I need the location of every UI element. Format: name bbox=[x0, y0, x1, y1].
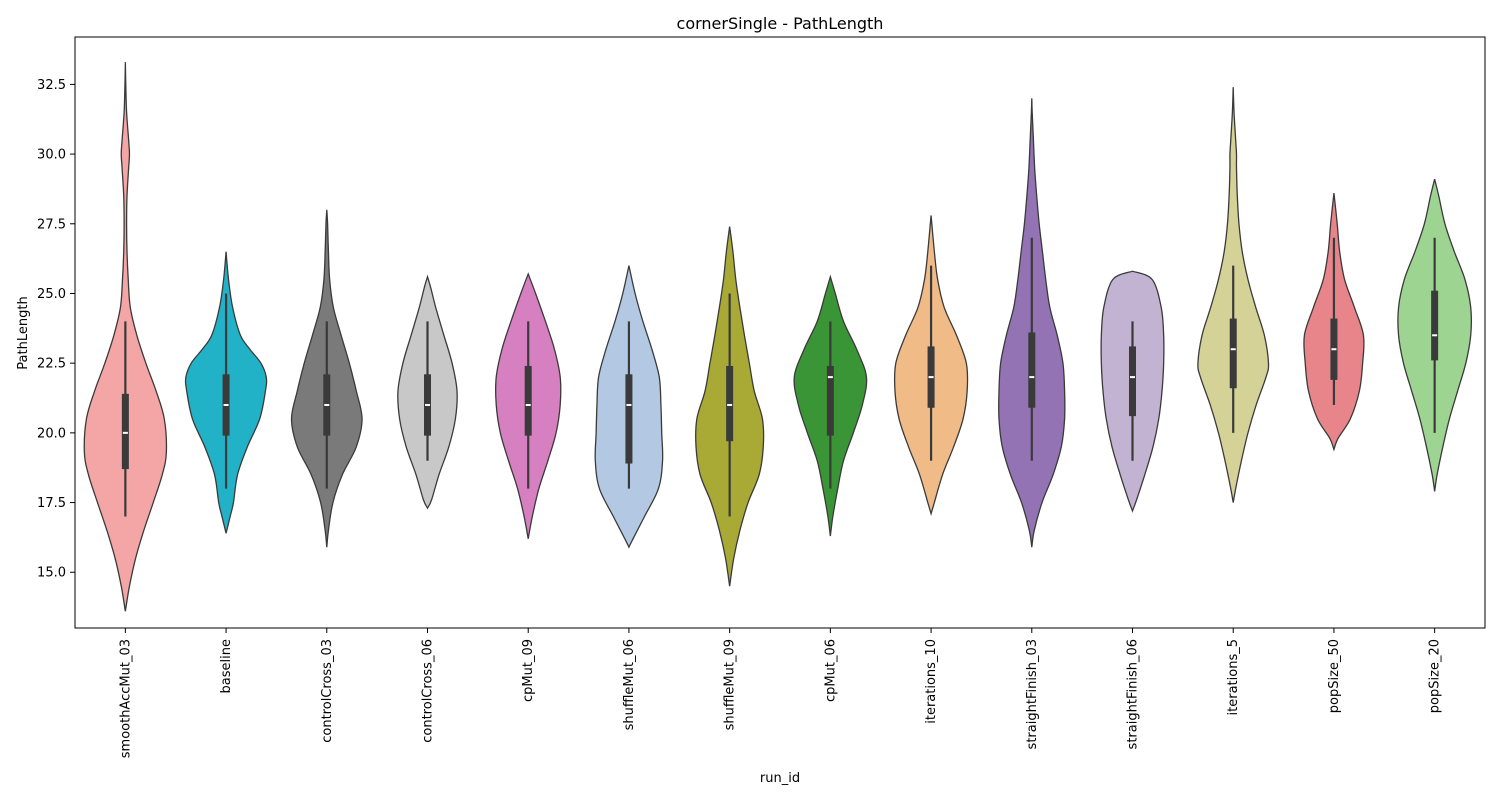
iqr-box-cpMut_06 bbox=[826, 365, 834, 436]
x-tick-label-controlCross_03: controlCross_03 bbox=[320, 639, 335, 743]
x-tick-label-straightFinish_03: straightFinish_03 bbox=[1025, 639, 1040, 749]
y-tick-label-17.5: 17.5 bbox=[37, 496, 66, 511]
x-tick-label-cpMut_09: cpMut_09 bbox=[521, 639, 536, 702]
y-tick-label-32.5: 32.5 bbox=[37, 78, 66, 93]
x-tick-label-shuffleMut_09: shuffleMut_09 bbox=[723, 639, 738, 730]
y-axis-label: PathLength bbox=[16, 296, 31, 369]
iqr-box-iterations_5 bbox=[1229, 318, 1237, 389]
x-tick-label-shuffleMut_06: shuffleMut_06 bbox=[622, 639, 637, 730]
x-tick-label-popSize_50: popSize_50 bbox=[1327, 639, 1342, 713]
violins-layer bbox=[83, 62, 1473, 612]
iqr-box-straightFinish_06 bbox=[1129, 346, 1136, 417]
boxes-layer bbox=[121, 237, 1439, 517]
y-tick-label-27.5: 27.5 bbox=[37, 217, 66, 232]
iqr-box-popSize_20 bbox=[1431, 290, 1439, 361]
x-tick-label-popSize_20: popSize_20 bbox=[1428, 639, 1443, 713]
x-tick-label-controlCross_06: controlCross_06 bbox=[421, 639, 436, 743]
x-tick-label-iterations_10: iterations_10 bbox=[924, 639, 939, 724]
x-axis: smoothAccMut_03 baseline controlCross_03 co… bbox=[118, 628, 1443, 758]
y-tick-label-22.5: 22.5 bbox=[37, 357, 66, 372]
iqr-box-smoothAccMut_03 bbox=[121, 393, 129, 470]
iqr-box-straightFinish_03 bbox=[1028, 332, 1036, 408]
x-tick-label-iterations_5: iterations_5 bbox=[1226, 639, 1241, 715]
x-tick-label-cpMut_06: cpMut_06 bbox=[823, 639, 838, 702]
iqr-box-shuffleMut_09 bbox=[726, 365, 734, 442]
x-tick-label-straightFinish_06: straightFinish_06 bbox=[1126, 639, 1141, 749]
x-axis-label: run_id bbox=[760, 771, 800, 786]
x-tick-label-smoothAccMut_03: smoothAccMut_03 bbox=[118, 639, 133, 758]
iqr-box-cpMut_09 bbox=[524, 365, 532, 436]
x-tick-label-baseline: baseline bbox=[219, 639, 234, 693]
plot-frame bbox=[74, 36, 1486, 629]
y-axis: 15.0 17.5 20.0 22.5 25.0 27.5 30.0 32.5 bbox=[37, 78, 75, 581]
y-tick-label-25.0: 25.0 bbox=[37, 287, 66, 302]
iqr-box-shuffleMut_06 bbox=[625, 374, 633, 464]
y-tick-label-20.0: 20.0 bbox=[37, 426, 66, 441]
y-tick-label-15.0: 15.0 bbox=[37, 566, 66, 581]
chart-title: cornerSingle - PathLength bbox=[677, 14, 884, 33]
y-tick-label-30.0: 30.0 bbox=[37, 148, 66, 163]
